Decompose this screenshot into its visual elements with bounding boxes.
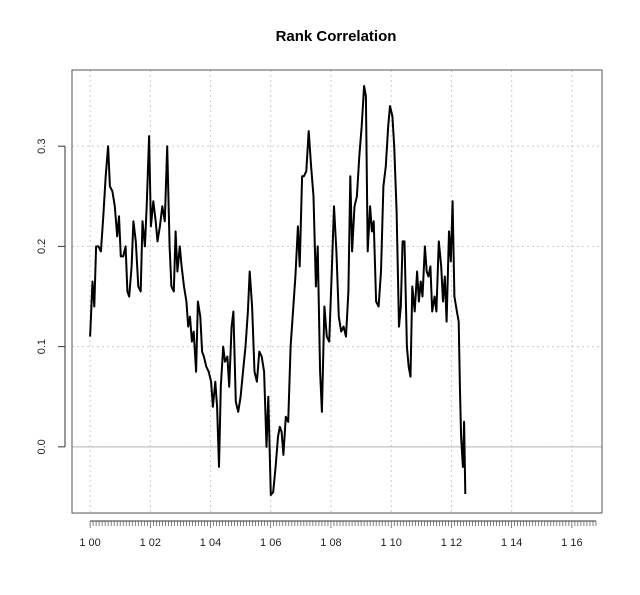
series-line bbox=[89, 85, 467, 496]
x-tick-label: 1 10 bbox=[380, 537, 401, 549]
x-axis: 1 00 1 02 1 04 1 06 1 08 1 10 1 12 1 14 1 16 bbox=[79, 520, 597, 549]
x-tick-label: 1 12 bbox=[441, 537, 462, 549]
x-tick-label: 1 14 bbox=[501, 537, 522, 549]
x-tick-label: 1 06 bbox=[260, 537, 281, 549]
y-tick-label: 0.0 bbox=[36, 439, 48, 454]
x-tick-label: 1 08 bbox=[320, 537, 341, 549]
y-tick-label: 0.2 bbox=[36, 239, 48, 254]
x-tick-label: 1 00 bbox=[79, 537, 100, 549]
x-tick-label: 1 16 bbox=[561, 537, 582, 549]
chart-title: Rank Correlation bbox=[276, 28, 397, 45]
x-tick-label: 1 04 bbox=[200, 537, 221, 549]
x-tick-label: 1 02 bbox=[140, 537, 161, 549]
y-tick-label: 0.3 bbox=[36, 139, 48, 154]
y-tick-label: 0.1 bbox=[36, 339, 48, 354]
series-group bbox=[89, 85, 467, 496]
y-axis: 0.0 0.1 0.2 0.3 bbox=[36, 139, 66, 454]
plot-frame bbox=[71, 69, 603, 514]
